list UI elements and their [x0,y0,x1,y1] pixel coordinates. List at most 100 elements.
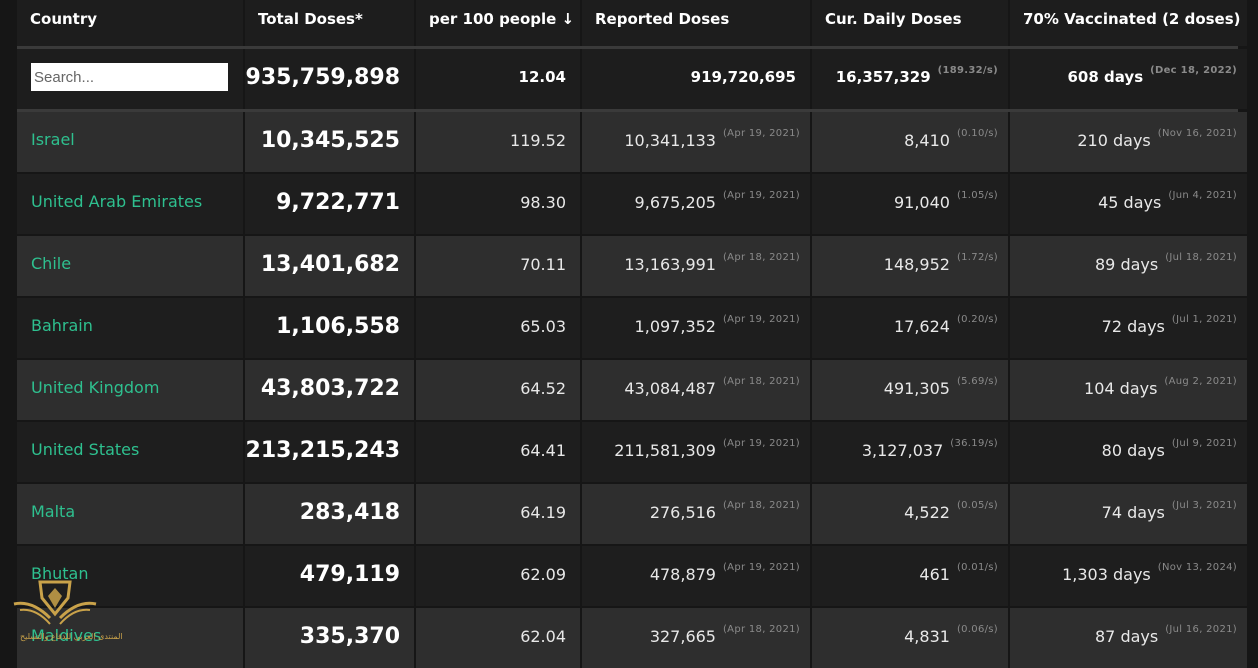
cur-daily-value: 461 [919,565,950,584]
search-input[interactable] [31,63,228,91]
totals-row: 935,759,898 12.04 919,720,695 16,357,329… [17,49,1247,112]
reported-date: (Apr 19, 2021) [722,314,800,325]
cur-daily-rate: (0.06/s) [956,624,998,635]
search-cell [17,49,243,109]
vaccinated-date: (Jul 16, 2021) [1165,624,1237,635]
header-country[interactable]: Country [17,0,243,46]
vaccinated-date: (Jul 9, 2021) [1171,438,1237,449]
reported-doses: 276,516 (Apr 18, 2021) [582,484,810,544]
reported-doses: 43,084,487 (Apr 18, 2021) [582,360,810,420]
vaccinated-days: 80 days [1101,441,1165,460]
row-divider [17,296,1238,298]
vaccinated-date: (Jul 18, 2021) [1165,252,1237,263]
per-100-people: 64.41 [416,422,580,482]
table-row: Bhutan 479,119 62.09 478,879 (Apr 19, 2021) 4… [17,546,1247,606]
cur-daily-rate: (5.69/s) [956,376,998,387]
reported-doses-value: 276,516 [649,503,716,522]
per-100-people: 64.52 [416,360,580,420]
cur-daily-value: 4,831 [904,627,950,646]
reported-date: (Apr 18, 2021) [722,252,800,263]
table-row: Chile 13,401,682 70.11 13,163,991 (Apr 18, 2… [17,236,1247,296]
header-per-100[interactable]: per 100 people ↓ [416,0,580,46]
vaccinated-days: 74 days [1101,503,1165,522]
reported-doses-value: 478,879 [649,565,716,584]
header-reported-doses[interactable]: Reported Doses [582,0,810,46]
reported-date: (Apr 19, 2021) [722,190,800,201]
per-100-people: 64.19 [416,484,580,544]
cur-daily-doses: 4,831 (0.06/s) [812,608,1008,668]
vaccinated-date: (Jul 1, 2021) [1171,314,1237,325]
shield-wings-icon [13,580,97,625]
vaccinated-70: 74 days (Jul 3, 2021) [1010,484,1247,544]
header-total-doses[interactable]: Total Doses* [245,0,414,46]
vaccinated-days: 210 days [1077,131,1151,150]
forum-logo [10,574,100,643]
reported-doses-value: 10,341,133 [624,131,716,150]
totals-reported-value: 919,720,695 [690,68,796,86]
reported-doses: 211,581,309 (Apr 19, 2021) [582,422,810,482]
cur-daily-rate: (0.10/s) [956,128,998,139]
reported-doses-value: 43,084,487 [624,379,716,398]
cur-daily-value: 3,127,037 [861,441,944,460]
reported-doses-value: 9,675,205 [634,193,716,212]
totals-vaccinated: 608 days (Dec 18, 2022) [1010,49,1247,109]
reported-doses: 478,879 (Apr 19, 2021) [582,546,810,606]
reported-doses-value: 13,163,991 [624,255,716,274]
cur-daily-rate: (0.05/s) [956,500,998,511]
reported-date: (Apr 19, 2021) [722,562,800,573]
country-link[interactable]: Bahrain [17,298,243,358]
cur-daily-value: 4,522 [904,503,950,522]
row-divider [17,172,1238,174]
per-100-people: 70.11 [416,236,580,296]
cur-daily-doses: 461 (0.01/s) [812,546,1008,606]
country-link[interactable]: United States [17,422,243,482]
vaccinated-date: (Jun 4, 2021) [1168,190,1237,201]
country-link[interactable]: Chile [17,236,243,296]
reported-date: (Apr 19, 2021) [722,438,800,449]
cur-daily-value: 491,305 [883,379,950,398]
row-divider [17,606,1238,608]
vaccinated-date: (Nov 16, 2021) [1157,128,1237,139]
table-header: Country Total Doses* per 100 people ↓ Re… [17,0,1247,49]
reported-doses-value: 1,097,352 [634,317,716,336]
row-divider [17,358,1238,360]
table-row: Maldives 335,370 62.04 327,665 (Apr 18, 2021… [17,608,1247,668]
vaccination-table: Country Total Doses* per 100 people ↓ Re… [17,0,1247,668]
totals-cur-daily-value: 16,357,329 [835,68,931,86]
total-doses: 13,401,682 [245,236,414,296]
total-doses: 479,119 [245,546,414,606]
vaccinated-days: 1,303 days [1062,565,1151,584]
vaccinated-date: (Nov 13, 2024) [1157,562,1237,573]
header-cur-daily[interactable]: Cur. Daily Doses [812,0,1008,46]
vaccinated-70: 1,303 days (Nov 13, 2024) [1010,546,1247,606]
vaccinated-70: 87 days (Jul 16, 2021) [1010,608,1247,668]
table-body: Israel 10,345,525 119.52 10,341,133 (Apr 19,… [17,112,1247,668]
country-link[interactable]: United Kingdom [17,360,243,420]
table-row: United Arab Emirates 9,722,771 98.30 9,675,… [17,174,1247,234]
vaccinated-70: 80 days (Jul 9, 2021) [1010,422,1247,482]
per-100-people: 65.03 [416,298,580,358]
header-vaccinated[interactable]: 70% Vaccinated (2 doses) [1010,0,1247,46]
country-link[interactable]: Malta [17,484,243,544]
totals-reported: 919,720,695 [582,49,810,109]
vaccinated-70: 89 days (Jul 18, 2021) [1010,236,1247,296]
cur-daily-value: 91,040 [893,193,950,212]
reported-doses: 10,341,133 (Apr 19, 2021) [582,112,810,172]
per-100-people: 62.04 [416,608,580,668]
total-doses: 9,722,771 [245,174,414,234]
total-doses: 10,345,525 [245,112,414,172]
per-100-people: 119.52 [416,112,580,172]
row-divider [17,544,1238,546]
vaccinated-date: (Jul 3, 2021) [1171,500,1237,511]
cur-daily-doses: 91,040 (1.05/s) [812,174,1008,234]
row-divider [17,482,1238,484]
cur-daily-rate: (36.19/s) [950,438,998,449]
country-link[interactable]: Israel [17,112,243,172]
total-doses: 283,418 [245,484,414,544]
country-link[interactable]: United Arab Emirates [17,174,243,234]
totals-total-doses: 935,759,898 [245,49,414,109]
reported-doses: 9,675,205 (Apr 19, 2021) [582,174,810,234]
reported-date: (Apr 18, 2021) [722,376,800,387]
cur-daily-doses: 3,127,037 (36.19/s) [812,422,1008,482]
vaccinated-70: 45 days (Jun 4, 2021) [1010,174,1247,234]
